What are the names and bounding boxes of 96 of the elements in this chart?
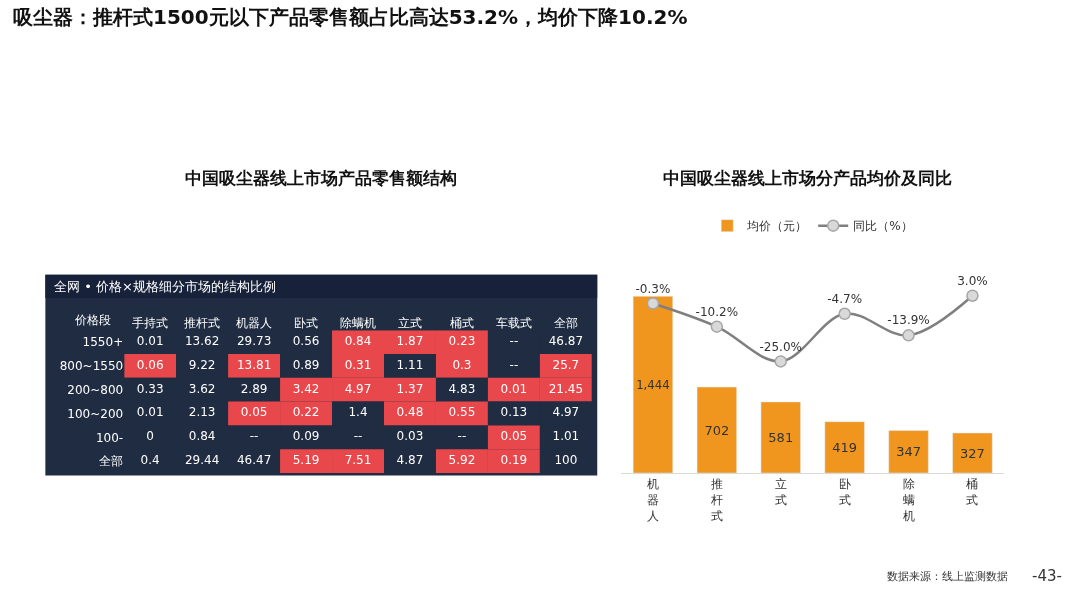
x-tick-label: 桶式 [966,477,979,508]
data-label: 1.01 [552,429,580,444]
data-label: 1.11 [396,357,424,372]
data-label: 0 [146,429,154,444]
x-tick-label: 除螨机 [902,477,915,523]
data-label: 0.4 [140,453,160,468]
data-label: 21.45 [548,381,584,396]
data-label: 0.13 [500,405,528,420]
data-label: 0.22 [292,405,320,420]
data-label: 419 [832,439,858,455]
data-label: -13.9% [887,313,930,328]
data-label: 0.48 [396,405,424,420]
y-tick-label: 100~200 [67,406,124,421]
data-label: 0.89 [292,357,320,372]
data-label: 581 [768,429,794,445]
data-label: 2.89 [240,381,268,396]
text: 吸尘器：推杆式1500元以下产品零售额占比高达53.2%，均价下降10.2% [13,5,688,29]
legend-label: 均价（元） [746,219,808,234]
data-label: 0.56 [292,334,320,349]
data-label: 3.42 [292,381,320,396]
data-label: 0.03 [396,429,424,444]
x-tick-label: 车载式 [495,315,532,330]
data-label: 702 [704,422,730,438]
text: -- [509,357,519,372]
data-label: 347 [896,444,921,460]
data-label: 100 [554,453,578,468]
data-label: 0.84 [188,429,216,444]
data-label: 4.83 [448,381,476,396]
data-label: 0.55 [448,405,476,420]
data-label: 1.37 [396,381,424,396]
text: -43- [1032,567,1062,585]
data-label: 0.01 [136,334,164,349]
x-tick-label: 立式 [397,315,422,330]
data-label: 0.06 [136,357,164,372]
x-tick-label: 机器人 [236,315,273,330]
x-tick-label: 全部 [553,315,578,330]
chart-subtitle: 全网 • 价格×规格细分市场的结构比例 [54,279,276,294]
data-label: 46.47 [236,453,272,468]
y-tick-label: 800~1550 [59,359,124,374]
chart-title: 中国吸尘器线上市场产品零售额结构 [185,168,457,188]
x-tick-label: 桶式 [449,315,474,330]
y-tick-label: 全部 [99,454,124,469]
data-label: 3.62 [188,381,216,396]
data-label: 0.01 [136,405,164,420]
data-label: -4.7% [827,291,863,306]
y-tick-label: 100- [95,430,124,445]
data-label: 0.31 [344,357,372,372]
chart-title: 中国吸尘器线上市场分产品均价及同比 [663,168,952,188]
data-label: 3.0% [957,273,988,288]
data-label: 1.87 [396,334,424,349]
data-label: 4.97 [344,381,372,396]
data-label: 0.05 [500,429,528,444]
data-label: 1.4 [348,405,368,420]
data-label: 7.51 [344,453,372,468]
data-label: 13.81 [236,357,272,372]
text: -- [457,429,467,444]
data-label: 5.92 [448,453,476,468]
data-label: 0.19 [500,453,528,468]
data-label: 0.05 [240,405,268,420]
x-tick-label: 除螨机 [340,315,377,330]
x-tick-label: 机器人 [646,477,659,523]
x-tick-label: 卧式 [294,315,319,330]
data-label: 0.33 [136,381,164,396]
data-label: 0.84 [344,334,372,349]
text: -- [249,429,259,444]
data-label: 13.62 [184,334,220,349]
data-label: 5.19 [292,453,320,468]
x-tick-label: 卧式 [838,477,851,508]
data-label: 25.7 [552,357,580,372]
y-tick-label: 1550+ [82,335,124,350]
x-tick-label: 手持式 [132,315,169,330]
x-tick-label: 推杆式 [709,477,723,523]
data-label: 2.13 [188,405,216,420]
data-label: -10.2% [695,304,739,319]
data-label: 0.01 [500,381,528,396]
data-label: 46.87 [548,334,584,349]
x-tick-label: 推杆式 [184,315,221,330]
data-label: 4.87 [396,453,424,468]
data-label: -25.0% [759,339,802,354]
y-tick-label: 200~800 [67,382,124,397]
text: -- [509,334,519,349]
text: -- [353,429,363,444]
data-label: 1,444 [636,377,670,392]
data-label: 29.44 [184,453,220,468]
legend-label: 同比（%） [853,219,913,234]
source-note: 数据来源：线上监测数据 [887,570,1008,583]
data-label: 9.22 [188,357,216,372]
data-label: 0.09 [292,429,320,444]
data-label: 0.3 [452,357,472,372]
y-axis-title: 价格段 [74,313,111,327]
data-label: 0.23 [448,334,476,349]
data-label: 4.97 [552,405,580,420]
x-tick-label: 立式 [774,477,787,508]
data-label: 327 [960,445,985,461]
data-label: 29.73 [236,334,272,349]
data-label: -0.3% [635,281,671,296]
